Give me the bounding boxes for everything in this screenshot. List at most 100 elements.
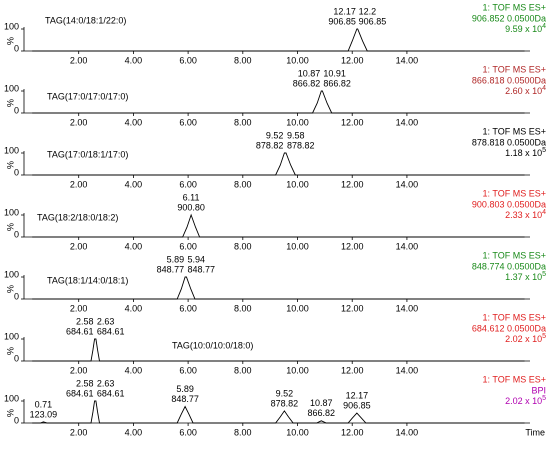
x-tick-label: 14.00 [396, 241, 419, 251]
header-line: 1: TOF MS ES+ [483, 126, 546, 136]
peak-time: 12.17 [346, 390, 369, 400]
peak-mz: 684.61 [66, 326, 94, 336]
x-tick-label: 4.00 [125, 365, 143, 375]
x-tick-label: 2.00 [70, 303, 88, 313]
intensity-mantissa: 9.59 x 10 [505, 24, 542, 34]
x-tick-label: 10.00 [286, 427, 309, 437]
chromatogram-panel: 0 100% 2.00 4.00 6.00 8.00 10.00 12.00 14.00 TAG(… [4, 2, 546, 65]
y-tick-label: 100 [4, 207, 19, 217]
header-line: 878.818 0.0500Da [472, 137, 546, 147]
header-line: 900.803 0.0500Da [472, 199, 546, 209]
y-tick-label: 100 [4, 83, 19, 93]
header-line: 1: TOF MS ES+ [483, 2, 546, 12]
x-tick-label: 12.00 [341, 427, 364, 437]
chromatogram-panel: 0 100% 2.00 4.00 6.00 8.00 10.00 12.00 14.00 TAG(… [4, 188, 546, 251]
y-tick-label: 0 [14, 229, 19, 239]
peak-time: 5.89 [176, 384, 194, 394]
peak-time: 2.58 [76, 316, 94, 326]
peak-mz: 878.82 [287, 140, 315, 150]
intensity-exponent: 5 [542, 147, 546, 154]
trace [32, 90, 525, 114]
x-tick-label: 12.00 [341, 117, 364, 127]
intensity-label: 1.18 x 105 [505, 147, 546, 159]
x-tick-label: 8.00 [234, 427, 252, 437]
x-tick-label: 2.00 [70, 179, 88, 189]
x-tick-label: 4.00 [125, 303, 143, 313]
intensity-label: 2.60 x 104 [505, 85, 546, 97]
peak-mz: 866.82 [293, 78, 321, 88]
header-line: 1: TOF MS ES+ [483, 374, 546, 384]
x-tick-label: 6.00 [179, 241, 197, 251]
intensity-label: 2.02 x 105 [505, 395, 546, 407]
header-line: 866.818 0.0500Da [472, 75, 546, 85]
peak-mz: 848.77 [157, 264, 185, 274]
y-tick-label: 0 [14, 353, 19, 363]
peak-mz: 123.09 [30, 409, 58, 419]
panel-title: TAG(18:1/14:0/18:1) [47, 275, 128, 285]
trace [32, 152, 525, 176]
panel-title: TAG(14:0/18:1/22:0) [45, 15, 126, 25]
x-tick-label: 2.00 [70, 365, 88, 375]
x-tick-label: 14.00 [396, 55, 419, 65]
x-tick-label: 12.00 [341, 241, 364, 251]
header-line: 1: TOF MS ES+ [483, 64, 546, 74]
peak-time: 6.11 [183, 192, 200, 202]
x-tick-label: 6.00 [179, 303, 197, 313]
x-tick-label: 8.00 [234, 365, 252, 375]
peak-mz: 900.80 [177, 202, 205, 212]
y-tick-label: 100 [4, 145, 19, 155]
y-axis-label: % [5, 285, 15, 293]
peak-time: 10.91 [323, 68, 346, 78]
peak-mz: 848.77 [187, 264, 215, 274]
peak-time: 5.94 [187, 254, 205, 264]
trace [32, 28, 525, 52]
panel-title: TAG(10:0/10:0/18:0) [172, 340, 253, 350]
x-tick-label: 4.00 [125, 241, 143, 251]
x-tick-label: 8.00 [234, 55, 252, 65]
peak-time: 12.2 [359, 6, 377, 16]
y-axis-label: % [5, 409, 15, 417]
peak-mz: 906.85 [328, 16, 356, 26]
header-line: 1: TOF MS ES+ [483, 250, 546, 260]
header-line: 848.774 0.0500Da [472, 261, 546, 271]
x-tick-label: 2.00 [70, 241, 88, 251]
x-tick-label: 2.00 [70, 117, 88, 127]
y-tick-label: 100 [4, 331, 19, 341]
header-line: 906.852 0.0500Da [472, 13, 546, 23]
x-tick-label: 14.00 [396, 365, 419, 375]
intensity-label: 2.33 x 104 [505, 209, 546, 221]
panel-title: TAG(18:2/18:0/18:2) [37, 212, 118, 222]
trace [32, 276, 525, 300]
peak-time: 9.52 [266, 130, 284, 140]
y-axis-label: % [5, 223, 15, 231]
intensity-mantissa: 2.33 x 10 [505, 210, 542, 220]
intensity-label: 1.37 x 105 [505, 271, 546, 283]
chromatogram-panel: 0 100% 2.00 4.00 6.00 8.00 10.00 12.00 14.00 TAG(… [4, 312, 546, 375]
y-tick-label: 0 [14, 291, 19, 301]
peak-mz: 866.82 [323, 78, 351, 88]
y-axis-label: % [5, 161, 15, 169]
header-line: 1: TOF MS ES+ [483, 188, 546, 198]
peak-mz: 906.85 [343, 400, 371, 410]
x-tick-label: 8.00 [234, 241, 252, 251]
x-tick-label: 10.00 [286, 303, 309, 313]
y-tick-label: 100 [4, 269, 19, 279]
x-tick-label: 10.00 [286, 117, 309, 127]
peak-time: 9.52 [276, 388, 294, 398]
header-line: 1: TOF MS ES+ [483, 312, 546, 322]
trace [32, 213, 525, 238]
x-tick-label: 14.00 [396, 427, 419, 437]
peak-mz: 878.82 [256, 140, 284, 150]
y-tick-label: 0 [14, 167, 19, 177]
chromatogram-panel: 0 100% 2.00 4.00 6.00 8.00 10.00 12.00 14.00 TAG(… [4, 64, 546, 127]
header-line: BPI [531, 385, 546, 395]
x-tick-label: 4.00 [125, 427, 143, 437]
peak-mz: 906.85 [359, 16, 387, 26]
peak-mz: 848.77 [171, 394, 199, 404]
x-tick-label: 14.00 [396, 117, 419, 127]
intensity-mantissa: 2.60 x 10 [505, 86, 542, 96]
x-tick-label: 6.00 [179, 55, 197, 65]
x-tick-label: 10.00 [286, 241, 309, 251]
